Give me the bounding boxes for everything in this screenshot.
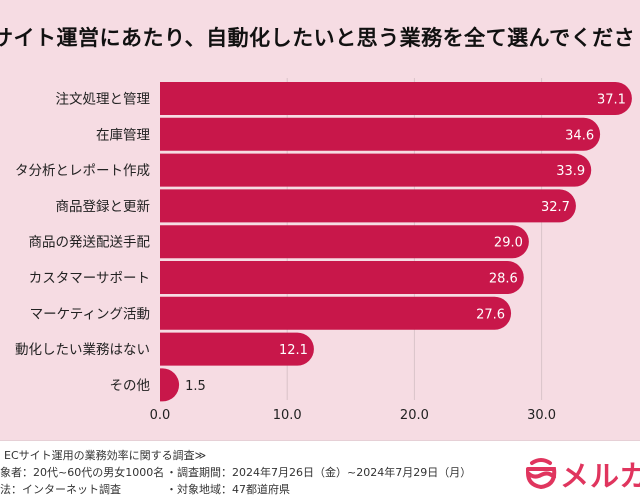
category-label: マーケティング活動 [30, 306, 150, 322]
logo-icon [525, 458, 557, 490]
footer: ECサイト運用の業務効率に関する調査≫ 象者：20代~60代の男女1000名 ・… [0, 440, 640, 503]
survey-name: ECサイト運用の業務効率に関する調査≫ [4, 449, 207, 462]
category-label: カスタマーサポート [29, 271, 150, 287]
value-label: 29.0 [494, 236, 523, 251]
category-label: その他 [110, 378, 151, 394]
bar-chart: 0.0 10.0 20.0 30.0 注文処理と管理 37.1 在庫管理 34.6 タ分析とレポ… [15, 78, 632, 423]
bar [160, 296, 512, 330]
chart-title: サイト運営にあたり、自動化したいと思う業務を全て選んでくださ [0, 26, 636, 50]
survey-region: ・対象地域：47都道府県 [166, 483, 290, 496]
bar [160, 225, 529, 259]
value-label: 27.6 [476, 307, 505, 322]
value-label: 37.1 [597, 93, 626, 108]
category-label: 動化したい業務はない [15, 342, 150, 358]
logo: メルカ [524, 453, 640, 493]
bar [160, 117, 601, 151]
bar [160, 368, 180, 402]
category-label: 商品の発送配送手配 [29, 235, 151, 251]
x-tick-label: 0.0 [150, 408, 171, 423]
logo-text: メルカ [560, 459, 640, 493]
category-label: 在庫管理 [96, 127, 150, 143]
survey-method: 法：インターネット調査 [0, 483, 121, 496]
value-label: 34.6 [565, 128, 594, 143]
x-tick-label: 20.0 [400, 408, 429, 423]
x-tick-label: 10.0 [273, 408, 302, 423]
category-label: 商品登録と更新 [56, 199, 151, 215]
survey-target: 象者：20代~60代の男女1000名 [0, 466, 165, 479]
category-label: 注文処理と管理 [56, 92, 151, 108]
bar [160, 189, 576, 223]
bar [160, 261, 524, 294]
bar [160, 153, 592, 187]
bar [160, 332, 314, 366]
value-label: 32.7 [541, 200, 570, 215]
x-tick-label: 30.0 [527, 408, 556, 423]
value-label: 1.5 [185, 379, 206, 394]
value-label: 28.6 [489, 272, 518, 287]
bar [160, 82, 632, 115]
value-label: 33.9 [556, 164, 585, 179]
value-label: 12.1 [279, 343, 308, 358]
survey-period: ・調査期間：2024年7月26日（金）~2024年7月29日（月） [166, 466, 472, 479]
category-label: タ分析とレポート作成 [15, 163, 150, 179]
